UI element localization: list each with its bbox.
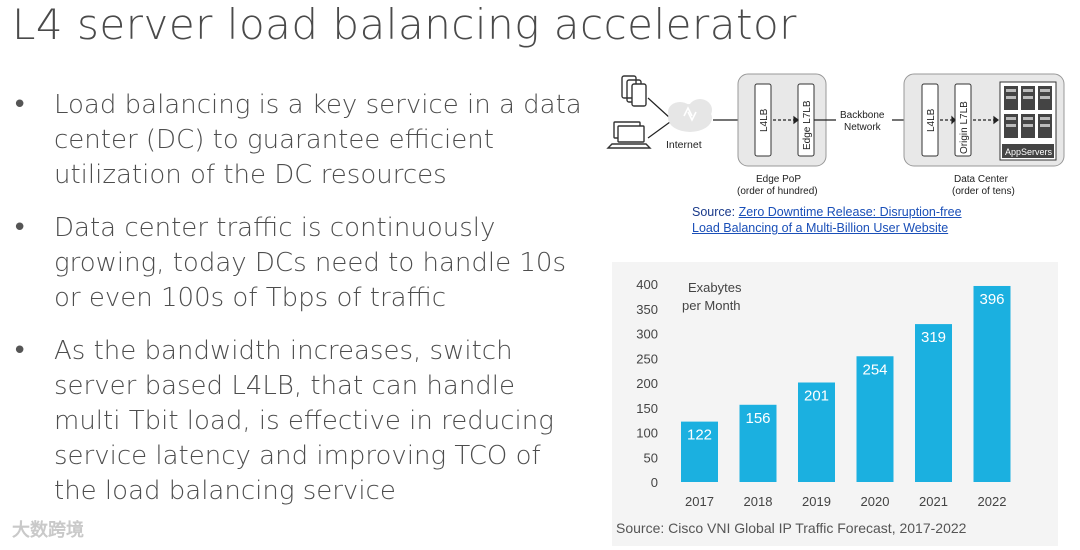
source-prefix: Source: [692, 205, 739, 219]
bar-value-label: 396 [979, 291, 1004, 308]
bullet-list: • Load balancing is a key service in a d… [10, 88, 585, 527]
x-tick-label: 2017 [685, 494, 714, 509]
y-axis-label-1: Exabytes [688, 280, 742, 295]
bullet-dot: • [12, 213, 28, 243]
bullet-text: As the bandwidth increases, switch serve… [54, 336, 554, 506]
internet-label: Internet [666, 139, 702, 151]
x-tick-label: 2021 [919, 494, 948, 509]
bar-2020 [856, 356, 894, 482]
edge-l4lb-label: L4LB [759, 108, 770, 132]
bullet-item: • Data center traffic is continuously gr… [10, 211, 585, 316]
appservers-icon [999, 81, 1057, 161]
bar-value-label: 122 [687, 427, 712, 444]
source-link-line2[interactable]: Load Balancing of a Multi-Billion User W… [692, 221, 949, 235]
data-center-label: Data Center [954, 174, 1009, 185]
bar-2017 [681, 421, 718, 482]
edge-l4lb-box [754, 83, 772, 157]
chart-source: Source: Cisco VNI Global IP Traffic Fore… [616, 520, 967, 536]
bar-value-label: 201 [804, 388, 829, 405]
bar-2018 [739, 404, 777, 482]
y-tick-label: 0 [651, 475, 658, 490]
bar-value-label: 156 [745, 410, 770, 427]
architecture-diagram: Internet L4LB Edge L7LB Backbone Network… [600, 68, 1070, 238]
x-tick-label: 2022 [978, 494, 1007, 509]
y-axis-label-2: per Month [682, 298, 741, 313]
bullet-item: • Load balancing is a key service in a d… [10, 88, 585, 193]
bar-2019 [798, 382, 835, 482]
x-tick-label: 2018 [744, 494, 773, 509]
bullet-dot: • [12, 90, 28, 120]
origin-l7lb-label: Origin L7LB [959, 101, 970, 154]
backbone-label-2: Network [844, 122, 882, 133]
laptop-icon [606, 121, 652, 149]
bullet-item: • As the bandwidth increases, switch ser… [10, 334, 585, 509]
appservers-label: AppServers [1005, 147, 1053, 157]
y-tick-label: 300 [636, 327, 658, 342]
traffic-chart-svg: 0 50 100 150 200 250 300 350 400 122 156 201 254 319… [636, 277, 1011, 509]
slide-title: L4 server load balancing accelerator [12, 0, 797, 49]
source-link-line1[interactable]: Zero Downtime Release: Disruption-free [738, 205, 962, 219]
bullet-text: Load balancing is a key service in a dat… [54, 90, 582, 190]
y-tick-label: 200 [636, 376, 658, 391]
bullet-dot: • [12, 336, 28, 366]
bar-2021 [915, 324, 952, 482]
cloud-icon [668, 99, 712, 132]
bar-value-label: 254 [862, 361, 887, 378]
x-tick-label: 2019 [802, 494, 831, 509]
y-axis: 0 50 100 150 200 250 300 350 400 [636, 277, 658, 490]
y-tick-label: 150 [636, 401, 658, 416]
y-tick-label: 400 [636, 277, 658, 292]
data-center-sublabel: (order of tens) [952, 186, 1015, 197]
dc-l4lb-label: L4LB [926, 108, 937, 132]
bars: 122 156 201 254 319 396 [681, 285, 1011, 482]
bullet-text: Data center traffic is continuously grow… [54, 213, 567, 313]
diagram-source: Source: Zero Downtime Release: Disruptio… [692, 204, 962, 236]
dc-l4lb-box [921, 83, 939, 157]
y-tick-label: 350 [636, 302, 658, 317]
x-axis: 2017 2018 2019 2020 2021 2022 [685, 494, 1006, 509]
backbone-label-1: Backbone [840, 110, 885, 121]
y-tick-label: 100 [636, 426, 658, 441]
watermark: 大数跨境 [12, 520, 84, 541]
bar-2022 [973, 285, 1011, 482]
bar-value-label: 319 [921, 329, 946, 346]
mobile-devices-icon [621, 75, 647, 107]
y-tick-label: 50 [644, 450, 658, 465]
edge-pop-sublabel: (order of hundred) [737, 186, 818, 197]
edge-l7lb-label: Edge L7LB [802, 100, 813, 150]
x-tick-label: 2020 [861, 494, 890, 509]
y-tick-label: 250 [636, 351, 658, 366]
edge-pop-label: Edge PoP [756, 174, 801, 185]
traffic-chart: 0 50 100 150 200 250 300 350 400 122 156 201 254 319… [612, 262, 1058, 546]
